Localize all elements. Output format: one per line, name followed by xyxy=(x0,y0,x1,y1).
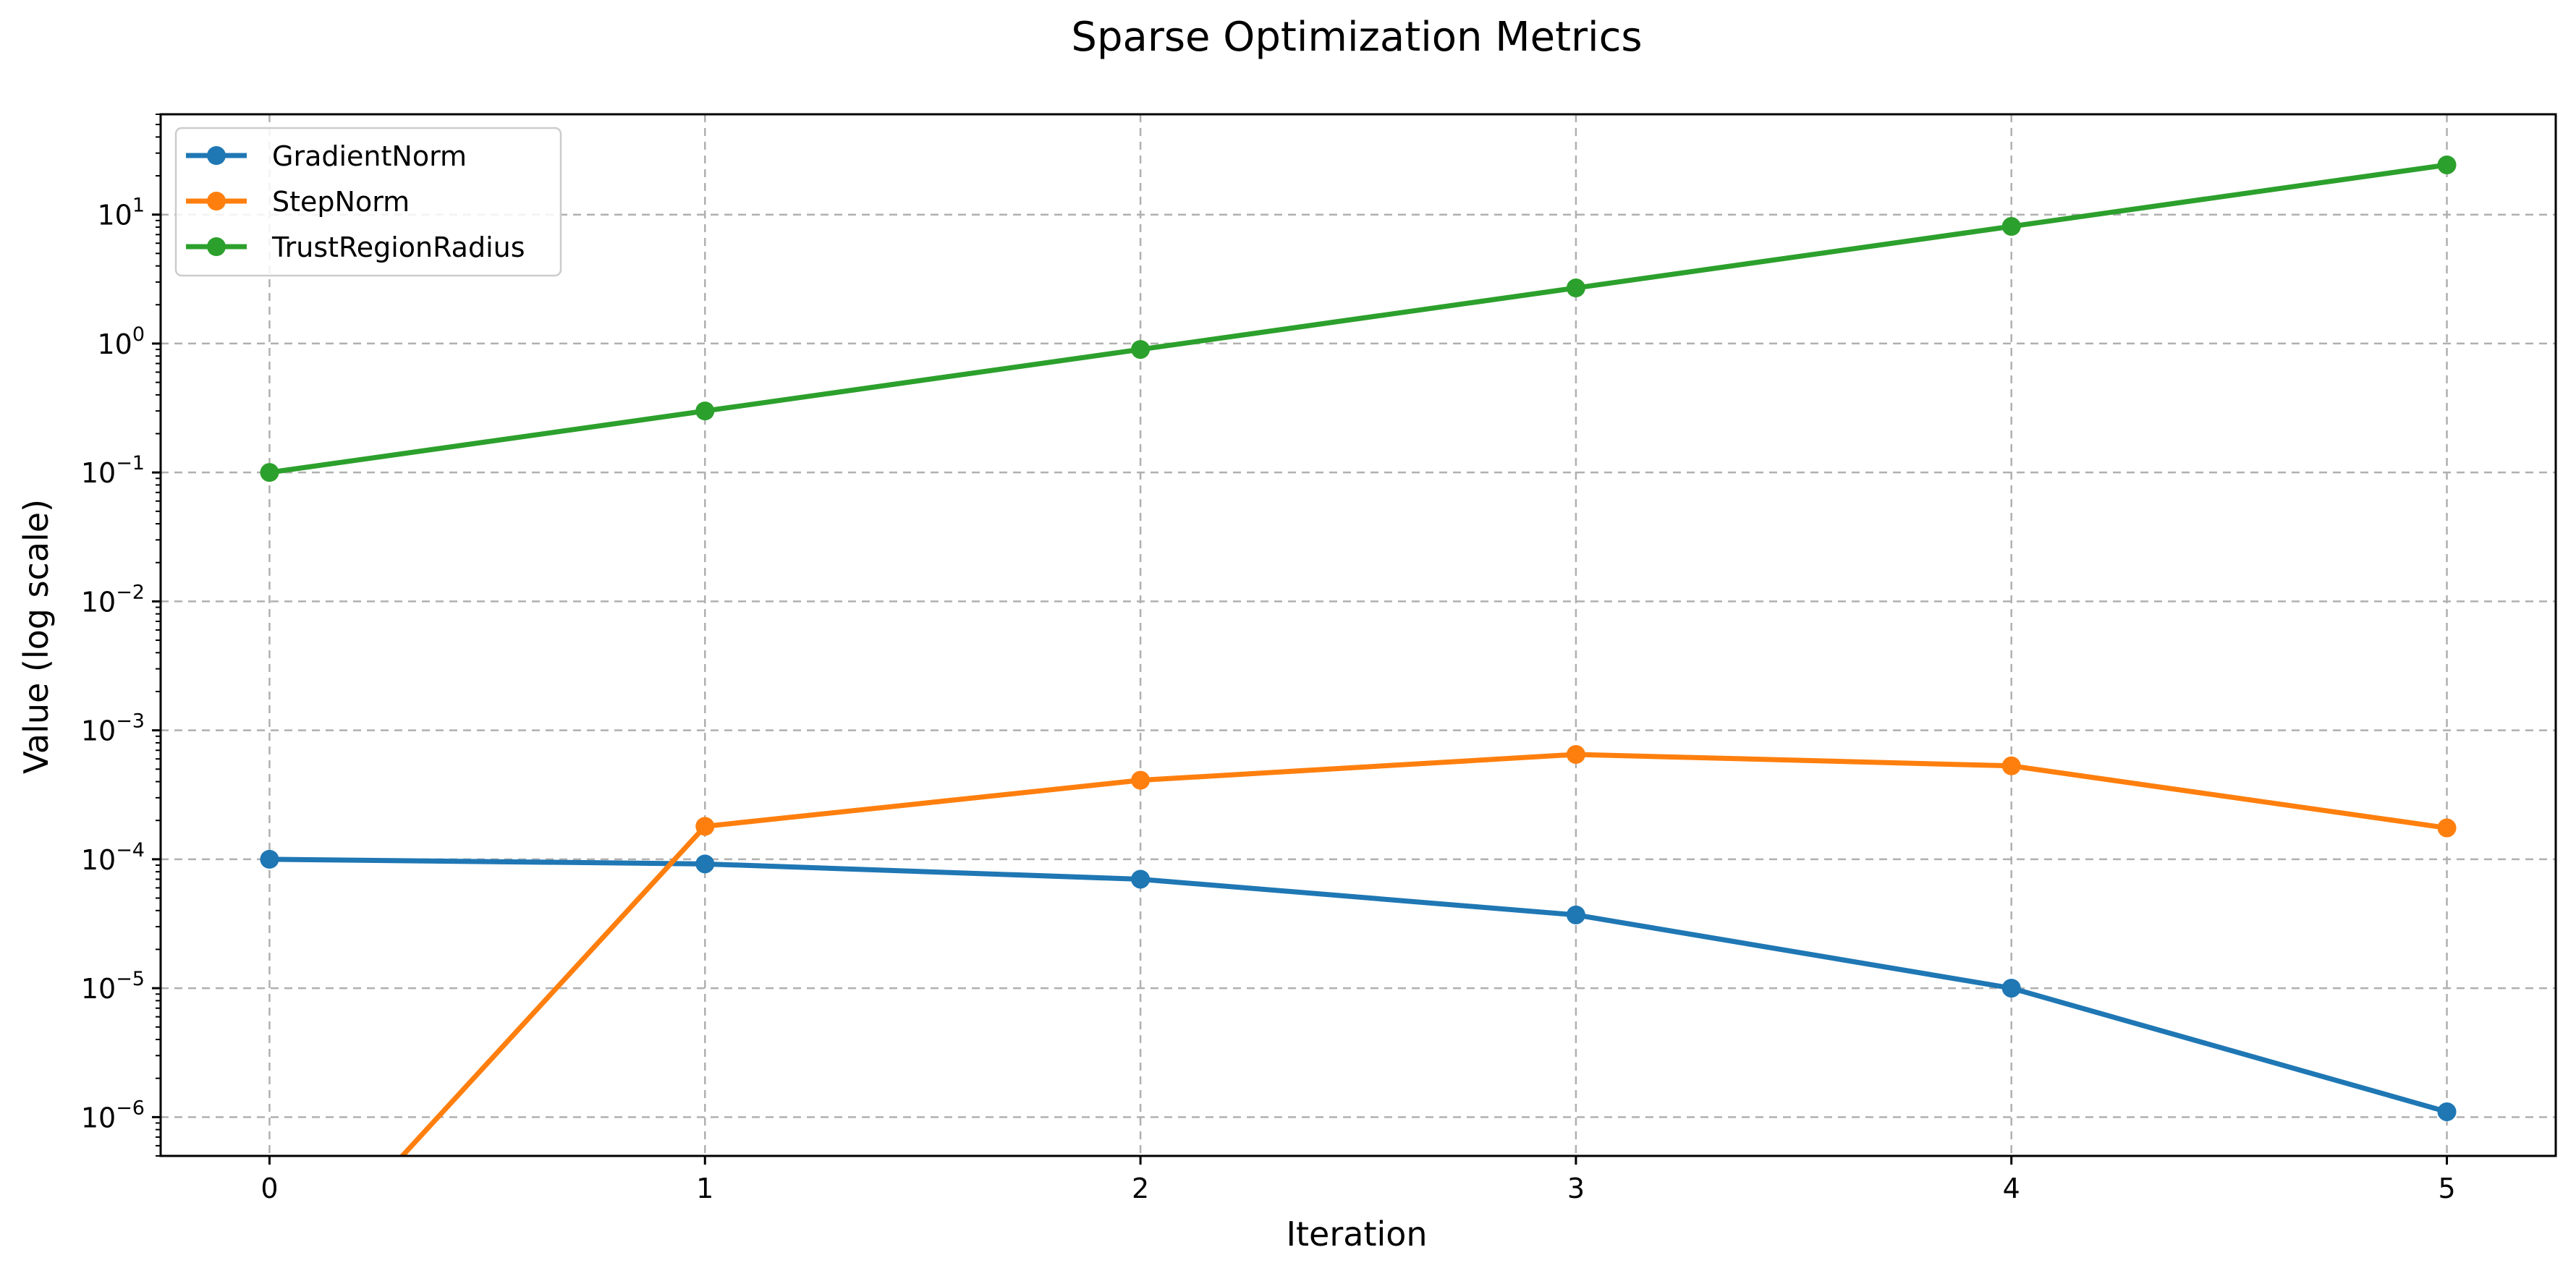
x-tick-label: 0 xyxy=(260,1173,278,1204)
legend-marker xyxy=(207,192,226,210)
legend-marker xyxy=(207,237,226,256)
series-layer xyxy=(260,155,2457,1156)
data-point xyxy=(2437,818,2457,838)
series-line-0 xyxy=(266,856,2450,1115)
y-tick-label: 10−2 xyxy=(81,581,145,618)
chart-title: Sparse Optimization Metrics xyxy=(1071,14,1642,61)
data-point xyxy=(1566,905,1585,924)
y-tick-label: 10−5 xyxy=(81,968,145,1005)
y-tick-label: 10−1 xyxy=(81,452,145,489)
data-point xyxy=(1131,869,1151,889)
x-tick-label: 5 xyxy=(2438,1173,2455,1204)
data-point xyxy=(2001,217,2021,237)
x-tick-label: 3 xyxy=(1567,1173,1585,1204)
data-point xyxy=(1566,278,1585,298)
y-axis-label: Value (log scale) xyxy=(17,499,56,774)
x-tick-label: 1 xyxy=(696,1173,713,1204)
data-point xyxy=(695,401,715,421)
legend-box xyxy=(174,127,562,277)
data-point xyxy=(1131,340,1151,360)
y-tick-label: 10−3 xyxy=(81,710,145,747)
legend-label: GradientNorm xyxy=(272,140,467,172)
data-point xyxy=(695,817,715,836)
data-point xyxy=(1131,770,1151,790)
y-tick-label: 10−4 xyxy=(81,839,145,876)
x-tick-label: 4 xyxy=(2003,1173,2020,1204)
plot-frame xyxy=(159,113,2557,1157)
data-point xyxy=(2437,1102,2457,1121)
y-tick-label: 101 xyxy=(97,195,145,231)
legend-label: TrustRegionRadius xyxy=(271,231,525,263)
data-point xyxy=(260,463,279,482)
x-tick-label: 2 xyxy=(1132,1173,1149,1204)
series-line-1 xyxy=(399,752,2450,1156)
legend-marker xyxy=(207,146,226,165)
x-axis-label: Iteration xyxy=(1286,1215,1427,1254)
data-point xyxy=(2437,155,2457,174)
y-tick-label: 10−6 xyxy=(81,1097,145,1133)
data-point xyxy=(1566,744,1585,764)
legend: GradientNorm StepNorm TrustRegionRadius xyxy=(174,127,562,277)
series-line-2 xyxy=(266,162,2450,476)
data-point xyxy=(2001,756,2021,775)
legend-label: StepNorm xyxy=(272,186,410,218)
data-point xyxy=(695,854,715,874)
data-point xyxy=(2001,979,2021,998)
axes-layer: 0 1 2 3 4 5 10−6 10−5 10−4 10−3 10−2 10−1 100 101 xyxy=(81,113,2557,1204)
data-point xyxy=(260,849,279,869)
y-tick-label: 100 xyxy=(97,323,145,360)
